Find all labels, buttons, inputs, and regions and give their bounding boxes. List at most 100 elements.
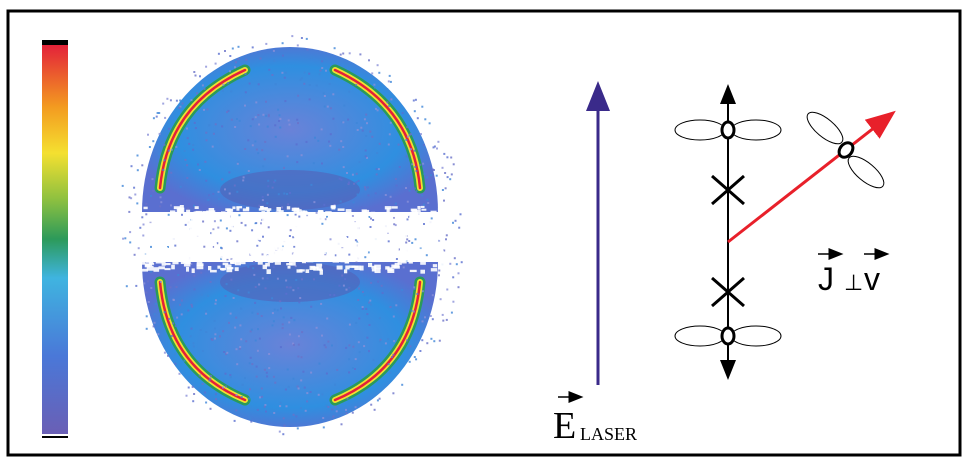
- speckle: [346, 172, 348, 174]
- band-gap: [186, 232, 191, 237]
- speckle: [449, 178, 451, 180]
- speckle: [271, 297, 273, 299]
- speckle: [355, 322, 357, 324]
- band-gap: [268, 231, 271, 235]
- band-gap: [355, 257, 361, 262]
- speckle: [301, 356, 303, 358]
- speckle: [409, 361, 411, 363]
- speckle: [168, 318, 170, 320]
- speckle: [313, 201, 315, 203]
- speckle: [340, 54, 342, 56]
- speckle: [456, 263, 458, 265]
- speckle: [215, 63, 217, 65]
- band-gap: [437, 255, 444, 258]
- band-gap: [211, 242, 217, 246]
- band-gap: [190, 227, 196, 231]
- band-gap: [189, 215, 196, 219]
- speckle: [264, 406, 266, 408]
- speckle: [163, 159, 165, 161]
- band-gap: [433, 249, 438, 254]
- band-gap: [360, 226, 366, 230]
- band-gap: [358, 237, 362, 242]
- band-gap: [273, 252, 280, 255]
- speckle: [451, 173, 453, 175]
- speckle: [364, 118, 366, 120]
- speckle: [357, 129, 359, 131]
- speckle: [442, 314, 444, 316]
- speckle: [458, 227, 460, 229]
- speckle: [252, 46, 254, 48]
- band-gap: [208, 266, 211, 270]
- speckle: [255, 340, 257, 342]
- speckle: [235, 317, 237, 319]
- speckle: [375, 192, 377, 194]
- band-gap: [411, 245, 417, 248]
- speckle: [326, 373, 328, 375]
- band-gap: [335, 230, 340, 233]
- band-gap: [431, 259, 436, 262]
- speckle: [321, 67, 323, 69]
- band-gap: [240, 257, 247, 261]
- speckle: [285, 72, 287, 74]
- band-gap: [165, 226, 169, 231]
- band-gap: [267, 255, 273, 259]
- speckle: [245, 340, 247, 342]
- speckle: [255, 101, 257, 103]
- band-gap: [158, 252, 162, 257]
- speckle: [369, 324, 371, 326]
- speckle: [318, 394, 320, 396]
- speckle: [342, 146, 344, 148]
- speckle: [348, 254, 350, 256]
- speckle: [256, 245, 258, 247]
- speckle: [152, 190, 154, 192]
- speckle: [355, 358, 357, 360]
- speckle: [368, 59, 370, 61]
- speckle: [352, 412, 354, 414]
- speckle: [405, 187, 407, 189]
- speckle: [204, 161, 206, 163]
- speckle: [340, 140, 342, 142]
- band-gap: [306, 253, 310, 258]
- speckle: [307, 48, 309, 50]
- band-gap: [319, 269, 323, 271]
- band-gap: [255, 252, 259, 257]
- speckle: [353, 201, 355, 203]
- speckle: [374, 87, 376, 89]
- speckle: [436, 148, 438, 150]
- speckle: [284, 77, 286, 79]
- speckle: [439, 340, 441, 342]
- band-gap: [186, 252, 192, 256]
- band-gap: [188, 241, 193, 245]
- band-gap: [219, 236, 223, 238]
- speckle: [126, 285, 128, 287]
- speckle: [370, 218, 372, 220]
- speckle: [259, 338, 261, 340]
- band-gap: [162, 261, 166, 266]
- band-gap: [253, 224, 259, 228]
- speckle: [205, 66, 207, 68]
- speckle: [194, 288, 196, 290]
- speckle: [155, 303, 157, 305]
- speckle: [321, 60, 323, 62]
- speckle: [176, 317, 178, 319]
- speckle: [236, 348, 238, 350]
- speckle: [237, 163, 239, 165]
- speckle: [189, 377, 191, 379]
- speckle: [141, 164, 143, 166]
- band-gap: [281, 247, 287, 250]
- speckle: [273, 266, 275, 268]
- speckle: [150, 287, 152, 289]
- speckle: [146, 328, 148, 330]
- speckle: [379, 317, 381, 319]
- speckle: [293, 378, 295, 380]
- speckle: [130, 197, 132, 199]
- speckle: [174, 245, 176, 247]
- band-gap: [225, 208, 230, 211]
- band-gap: [395, 253, 400, 255]
- speckle: [278, 120, 280, 122]
- inner-ring: [220, 170, 360, 210]
- speckle: [232, 48, 234, 50]
- band-gap: [304, 232, 308, 235]
- speckle: [191, 304, 193, 306]
- speckle: [352, 346, 354, 348]
